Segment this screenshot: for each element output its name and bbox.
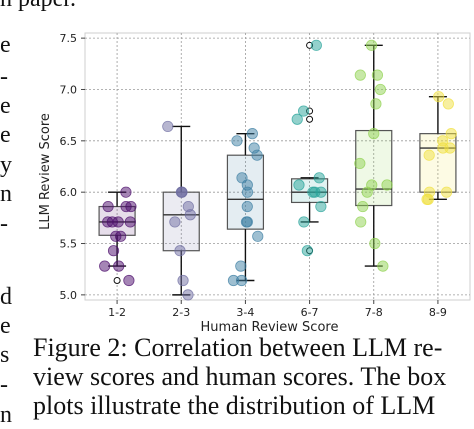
figure-caption: Figure 2: Correlation between LLM re- vi… bbox=[33, 333, 473, 420]
data-point bbox=[182, 200, 194, 213]
data-point bbox=[301, 245, 313, 257]
data-point bbox=[381, 179, 393, 191]
data-point bbox=[102, 200, 114, 213]
y-axis-label: LLM Review Score bbox=[38, 113, 53, 230]
caption-line: view scores and human scores. The box bbox=[33, 362, 447, 391]
data-point bbox=[235, 260, 247, 272]
data-point bbox=[248, 142, 260, 154]
box-plot-chart: 5.0 5.5 6.0 6.5 7.0 7.5 1-2 2-3 3-4 6-7 7-8 8-9 Huma… bbox=[38, 32, 471, 335]
data-point bbox=[177, 274, 189, 287]
box-body bbox=[162, 191, 200, 252]
data-point bbox=[125, 200, 137, 213]
top-text-fragment: h paper. bbox=[0, 0, 76, 13]
x-tick-label: 7-8 bbox=[365, 306, 383, 319]
y-tick-label: 5.5 bbox=[60, 238, 78, 251]
data-point bbox=[124, 216, 136, 228]
data-point bbox=[445, 128, 457, 140]
data-point bbox=[315, 200, 327, 213]
left-text-fragment: d bbox=[0, 284, 12, 310]
outlier-point bbox=[113, 276, 121, 284]
data-point bbox=[357, 200, 369, 213]
data-point bbox=[441, 186, 453, 198]
data-point bbox=[423, 186, 436, 198]
data-point bbox=[444, 142, 456, 154]
data-point bbox=[309, 186, 321, 198]
box-group-6-7 bbox=[290, 39, 329, 257]
left-text-fragment: s bbox=[0, 342, 10, 368]
x-tick-label: 3-4 bbox=[236, 306, 254, 319]
x-tick-label: 1-2 bbox=[108, 306, 126, 319]
box-group-1-2 bbox=[98, 186, 137, 287]
data-point bbox=[291, 113, 303, 125]
data-point bbox=[246, 128, 258, 140]
data-point bbox=[120, 186, 132, 198]
left-text-fragment: e bbox=[0, 313, 11, 339]
data-point bbox=[368, 128, 380, 140]
data-point bbox=[112, 216, 124, 228]
data-point bbox=[176, 186, 188, 198]
left-text-fragment: n bbox=[0, 402, 12, 428]
data-point bbox=[252, 230, 264, 242]
data-point bbox=[366, 179, 378, 191]
data-point bbox=[169, 216, 181, 228]
data-point bbox=[354, 157, 366, 170]
y-tick-label: 5.0 bbox=[60, 289, 78, 302]
data-point bbox=[374, 83, 386, 96]
data-point bbox=[107, 245, 120, 257]
data-point bbox=[231, 135, 243, 147]
left-text-fragment: - bbox=[0, 64, 8, 90]
left-text-fragment: - bbox=[0, 372, 8, 398]
plot-frame bbox=[84, 32, 471, 301]
x-tick-label: 2-3 bbox=[172, 306, 190, 319]
caption-line: plots illustrate the distribution of LLM bbox=[33, 391, 436, 420]
data-point bbox=[293, 179, 305, 191]
left-text-fragment: y bbox=[0, 152, 12, 178]
data-point bbox=[174, 245, 186, 257]
outlier-point bbox=[306, 115, 314, 123]
caption-line: Figure 2: Correlation between LLM re- bbox=[33, 333, 443, 362]
left-text-fragment: e bbox=[0, 93, 11, 119]
data-point bbox=[313, 172, 325, 184]
data-point bbox=[241, 200, 253, 213]
data-point bbox=[310, 39, 322, 51]
left-text-fragment: n bbox=[0, 181, 12, 207]
left-text-fragment: - bbox=[0, 211, 8, 237]
x-tick-label: 6-7 bbox=[301, 306, 319, 319]
data-point bbox=[298, 216, 310, 228]
x-tick-label: 8-9 bbox=[429, 306, 447, 319]
x-axis-label: Human Review Score bbox=[201, 320, 339, 335]
y-tick-label: 7.0 bbox=[60, 83, 78, 96]
data-point bbox=[162, 120, 174, 133]
y-tick-label: 6.5 bbox=[60, 135, 78, 148]
data-point bbox=[297, 105, 310, 117]
data-point bbox=[236, 274, 248, 287]
y-tick-label: 6.0 bbox=[60, 186, 78, 199]
left-text-fragment: e bbox=[0, 32, 11, 58]
box-group-7-8 bbox=[354, 39, 393, 272]
data-point bbox=[355, 216, 367, 228]
data-point bbox=[365, 39, 378, 51]
data-point bbox=[354, 69, 366, 81]
box-group-2-3 bbox=[162, 120, 200, 301]
box-group-3-4 bbox=[226, 128, 265, 287]
data-point bbox=[369, 237, 381, 250]
data-point bbox=[437, 135, 449, 147]
data-point bbox=[182, 289, 194, 301]
data-point bbox=[433, 91, 445, 103]
data-point bbox=[99, 260, 111, 272]
data-point bbox=[113, 260, 125, 272]
data-point bbox=[371, 69, 384, 81]
left-text-fragment: e bbox=[0, 122, 11, 148]
data-point bbox=[236, 172, 248, 184]
y-tick-label: 7.5 bbox=[60, 32, 78, 45]
data-point bbox=[370, 98, 382, 110]
data-point bbox=[442, 98, 454, 110]
data-point bbox=[241, 216, 253, 228]
box-group-8-9 bbox=[419, 91, 457, 205]
data-point bbox=[377, 260, 389, 272]
data-point bbox=[423, 149, 435, 161]
data-point bbox=[123, 274, 135, 287]
data-point bbox=[115, 230, 127, 242]
